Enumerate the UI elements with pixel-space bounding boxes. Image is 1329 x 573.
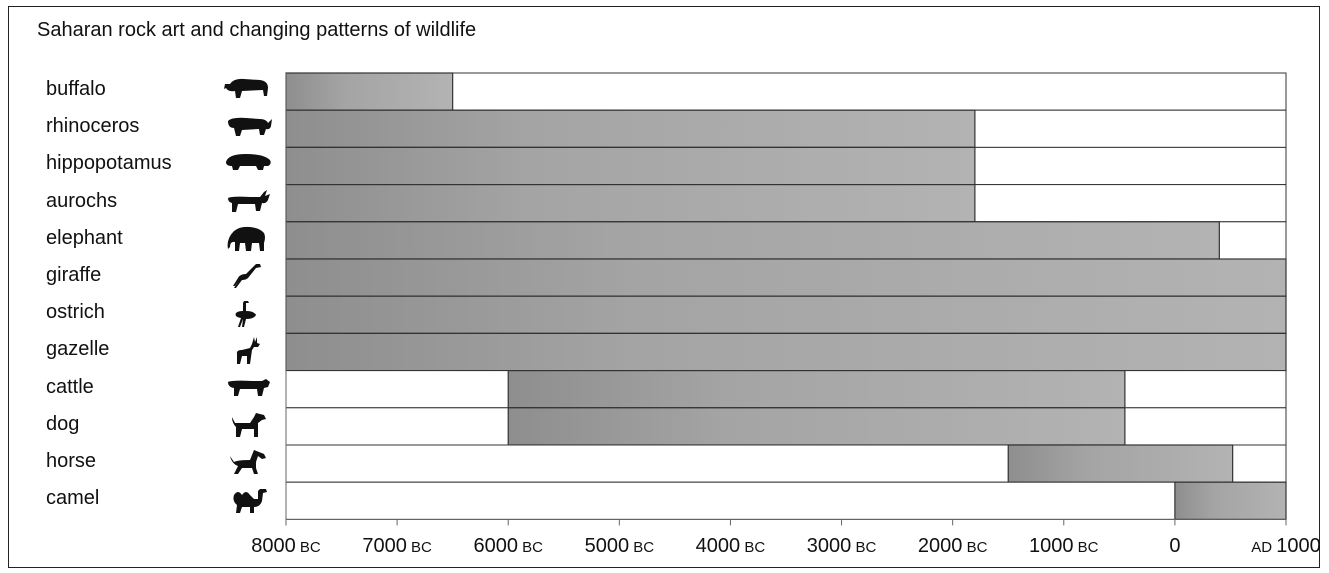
category-label-hippopotamus: hippopotamus [46, 152, 172, 175]
category-label-ostrich: ostrich [46, 301, 105, 324]
bar-giraffe [285, 258, 1287, 297]
x-tick-label: AD 1000 [1251, 535, 1321, 557]
bar-elephant [285, 221, 1220, 260]
category-label-elephant: elephant [46, 226, 123, 249]
gazelle-icon [220, 336, 276, 366]
x-tick-label: 6000 BC [473, 535, 543, 557]
camel-icon [220, 485, 276, 515]
aurochs-icon [220, 188, 276, 218]
category-label-aurochs: aurochs [46, 189, 118, 212]
bar-aurochs [285, 184, 976, 223]
category-label-giraffe: giraffe [46, 264, 102, 286]
giraffe-icon [220, 262, 276, 292]
rhinoceros-icon [220, 113, 276, 143]
x-tick-label: 4000 BC [695, 535, 766, 557]
x-tick-label: 1000 BC [1029, 535, 1099, 557]
x-tick-label: 0 [1169, 535, 1181, 557]
category-label-rhinoceros: rhinoceros [46, 115, 140, 138]
bar-cattle [507, 370, 1126, 409]
dog-icon [220, 411, 276, 441]
bar-camel [1174, 481, 1287, 521]
bar-rhinoceros [285, 109, 976, 148]
buffalo-icon [220, 76, 276, 106]
x-tick-label: 2000 BC [917, 535, 988, 557]
x-tick-label: 5000 BC [584, 535, 655, 557]
hippopotamus-icon [220, 150, 276, 180]
bar-ostrich [285, 295, 1287, 335]
category-label-dog: dog [46, 412, 80, 435]
x-tick-label: 7000 BC [362, 535, 432, 557]
category-label-gazelle: gazelle [46, 338, 110, 361]
x-tick-label: 3000 BC [806, 535, 877, 557]
ostrich-icon [220, 299, 276, 329]
category-label-camel: camel [46, 487, 100, 510]
bar-dog [507, 407, 1126, 446]
chart-frame [8, 6, 1320, 568]
cattle-icon [220, 374, 276, 404]
elephant-icon [220, 225, 276, 255]
category-label-horse: horse [46, 450, 97, 472]
row-background-camel [285, 481, 1287, 520]
category-label-cattle: cattle [46, 375, 94, 398]
category-label-buffalo: buffalo [46, 78, 106, 100]
chart-title: Saharan rock art and changing patterns o… [37, 19, 477, 41]
bar-horse [1007, 444, 1234, 483]
x-tick-label: 8000 BC [251, 535, 321, 557]
bar-gazelle [285, 332, 1287, 372]
bar-buffalo [285, 72, 454, 111]
horse-icon [220, 448, 276, 478]
bar-hippopotamus [285, 146, 976, 186]
